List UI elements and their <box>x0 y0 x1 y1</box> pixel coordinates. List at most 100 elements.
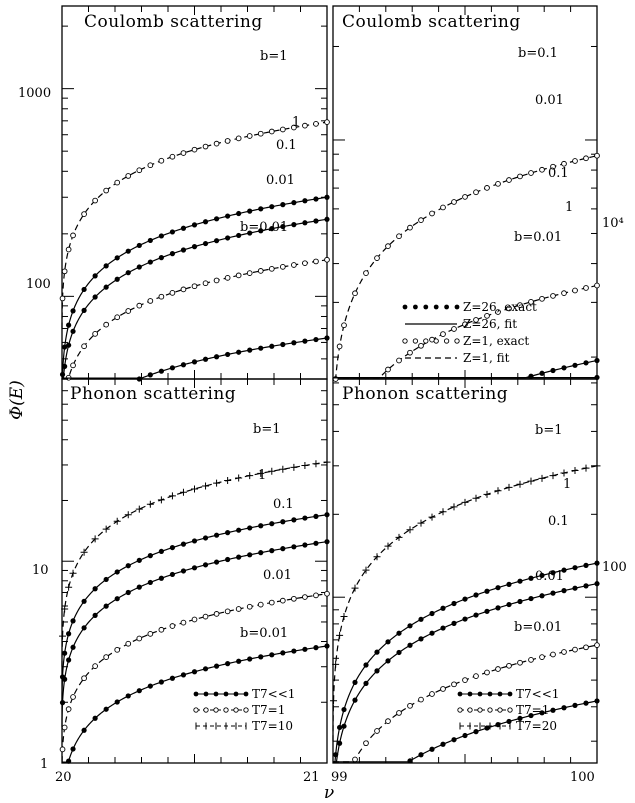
data-point-filled <box>180 541 187 547</box>
data-point-filled <box>313 196 319 202</box>
data-point-open <box>407 349 413 356</box>
data-point-plus <box>593 462 601 470</box>
data-point-open <box>363 740 369 747</box>
data-point-open <box>279 126 286 133</box>
plot-layers: b=110.10.01b=0.01b=0.10.010.11b=0.01Z=26… <box>59 6 601 764</box>
data-point-filled <box>363 680 369 686</box>
data-point-open <box>191 146 198 153</box>
data-point-open <box>65 246 72 253</box>
data-point-filled <box>236 349 242 355</box>
data-point-filled <box>247 230 253 236</box>
data-point-plus <box>113 517 121 525</box>
data-point-filled <box>258 345 264 351</box>
data-point-filled <box>302 198 308 204</box>
data-point-open <box>125 640 132 647</box>
data-point-plus <box>202 482 210 490</box>
data-point-open <box>440 331 446 337</box>
data-point-open <box>246 133 253 139</box>
data-point-open <box>539 295 545 302</box>
data-point-filled <box>583 700 589 706</box>
data-point-plus <box>179 488 187 496</box>
data-point-filled <box>225 351 231 358</box>
data-point-open <box>302 122 308 129</box>
data-point-open <box>136 635 143 642</box>
data-point-filled <box>158 368 164 374</box>
data-point-filled <box>528 575 534 581</box>
data-point-open <box>484 185 490 191</box>
data-point-open <box>561 290 567 296</box>
data-point-filled <box>202 666 209 672</box>
data-point-open <box>506 305 512 312</box>
data-point-open <box>451 199 457 205</box>
data-point-filled <box>202 535 209 541</box>
legend-marker-open <box>507 707 513 713</box>
data-point-open <box>180 619 187 626</box>
data-point-filled <box>258 654 264 660</box>
data-point-open <box>462 321 468 328</box>
data-point-filled <box>385 639 391 645</box>
data-point-plus <box>538 474 546 482</box>
data-point-filled <box>572 585 578 591</box>
data-point-open <box>495 309 501 315</box>
data-point-open <box>291 124 297 131</box>
series-label: b=1 <box>253 422 281 437</box>
data-point-filled <box>125 270 131 276</box>
legend-entry-text: T7=10 <box>252 719 293 733</box>
data-point-filled <box>495 605 501 611</box>
series-label: 0.1 <box>548 514 569 529</box>
data-point-open <box>224 274 231 281</box>
legend-marker-open <box>233 707 239 713</box>
data-point-open <box>235 606 242 612</box>
series-label: 0.01 <box>535 569 564 584</box>
panel-title-top-left: Coulomb scattering <box>84 12 263 32</box>
data-point-plus <box>312 460 320 468</box>
data-point-open <box>169 623 176 629</box>
data-point-plus <box>330 697 338 705</box>
data-point-filled <box>202 562 209 568</box>
data-point-filled <box>341 706 347 713</box>
data-point-filled <box>202 219 209 225</box>
data-point-plus <box>157 496 165 504</box>
legend-entry-text: Z=26, fit <box>463 317 517 331</box>
data-point-open <box>202 613 209 620</box>
data-point-filled <box>59 700 66 706</box>
data-point-open <box>462 194 468 200</box>
data-point-filled <box>550 367 556 374</box>
data-point-filled <box>247 656 253 662</box>
data-point-filled <box>247 552 253 558</box>
data-point-open <box>561 649 567 655</box>
data-point-filled <box>550 590 556 596</box>
data-point-filled <box>236 527 242 533</box>
series-line <box>333 155 598 379</box>
legend-entry-text: T7=1 <box>516 703 549 717</box>
data-point-open <box>506 177 512 183</box>
data-point-open <box>257 268 264 274</box>
legend-entry-text: T7=20 <box>516 719 557 733</box>
data-point-filled <box>158 575 164 581</box>
panel-title-bottom-right: Phonon scattering <box>342 384 508 404</box>
data-point-plus <box>549 472 557 480</box>
data-point-plus <box>336 631 344 639</box>
series-line <box>62 645 328 763</box>
data-point-open <box>180 150 187 156</box>
data-point-plus <box>65 583 73 591</box>
data-point-open <box>246 270 253 276</box>
data-point-filled <box>191 222 198 228</box>
series-line <box>62 218 328 379</box>
data-point-filled <box>561 588 567 594</box>
data-point-filled <box>180 247 187 253</box>
data-point-plus <box>59 632 67 640</box>
data-point-plus <box>213 479 221 487</box>
data-point-filled <box>158 255 164 261</box>
data-point-open <box>302 594 308 600</box>
data-point-filled <box>396 649 402 656</box>
data-point-open <box>374 255 380 261</box>
data-point-open <box>114 646 121 653</box>
data-point-open <box>169 153 176 160</box>
data-point-open <box>396 357 402 364</box>
data-point-filled <box>324 512 330 518</box>
data-point-filled <box>517 598 523 605</box>
data-point-filled <box>136 688 142 694</box>
data-point-filled <box>81 727 87 733</box>
data-point-open <box>158 157 165 164</box>
